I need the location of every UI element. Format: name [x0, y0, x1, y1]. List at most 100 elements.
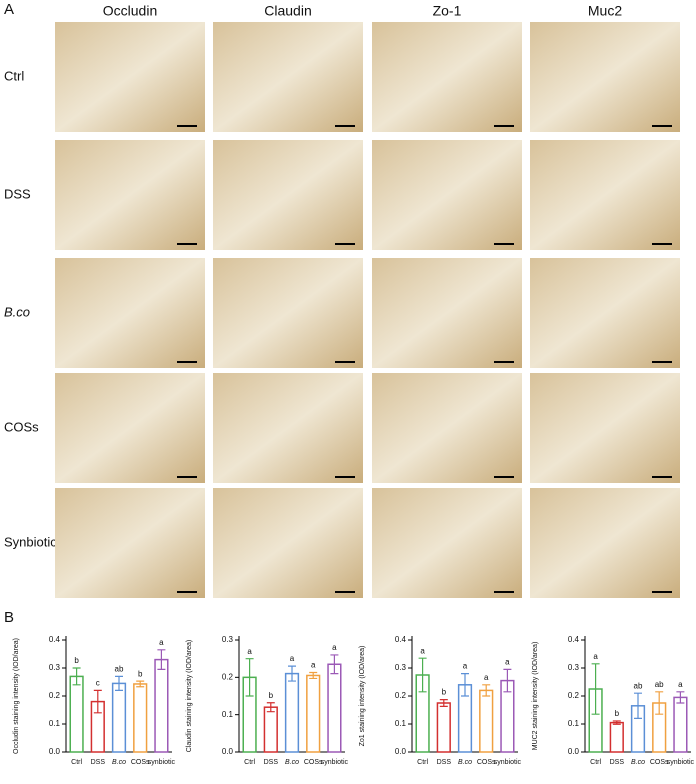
y-tick-label: 0.4: [49, 635, 61, 644]
micrograph: [530, 22, 680, 132]
x-tick-label: DSS: [91, 759, 106, 766]
y-tick-label: 0.0: [49, 747, 61, 756]
bar: [111, 682, 127, 753]
y-tick-label: 0.2: [49, 691, 61, 700]
micrograph: [372, 488, 522, 598]
error-bar: [676, 691, 685, 704]
x-tick-label: B.co: [285, 759, 299, 766]
bar: [133, 683, 148, 753]
y-tick-label: 0.1: [568, 719, 580, 728]
significance-letter: b: [615, 709, 620, 718]
significance-letter: ab: [634, 681, 643, 690]
x-tick-label: B.co: [458, 759, 472, 766]
micrograph: [530, 258, 680, 368]
x-tick-label: COSs: [650, 759, 669, 766]
y-tick-label: 0.3: [395, 663, 407, 672]
significance-letter: a: [247, 647, 252, 656]
x-tick-label: DSS: [437, 759, 452, 766]
y-tick-label: 0.0: [568, 747, 580, 756]
error-bar: [245, 658, 254, 697]
micrograph: [530, 488, 680, 598]
x-tick-label: DSS: [264, 759, 279, 766]
micrograph: [372, 140, 522, 250]
micrograph: [55, 373, 205, 483]
significance-letter: a: [159, 638, 164, 647]
y-tick-label: 0.2: [222, 672, 234, 681]
significance-letter: a: [463, 662, 468, 671]
error-bar: [634, 692, 642, 719]
bar: [479, 689, 494, 753]
error-bar: [157, 649, 166, 670]
bar: [69, 675, 84, 753]
error-bar: [482, 684, 491, 697]
significance-letter: a: [311, 661, 316, 670]
y-tick-label: 0.3: [222, 635, 234, 644]
y-axis-label: Zo1 staining intensity (IOD/area): [359, 646, 366, 747]
panel-label: B: [4, 609, 14, 626]
y-axis-label: MUC2 staining intensity (IOD/area): [532, 642, 539, 751]
error-bar: [503, 668, 512, 693]
y-tick-label: 0.1: [395, 719, 407, 728]
y-axis-label: Claudin staining intensity (IOD/area): [186, 640, 193, 752]
micrograph: [213, 140, 363, 250]
y-tick-label: 0.2: [395, 691, 407, 700]
x-tick-label: Ctrl: [417, 759, 428, 766]
significance-letter: a: [678, 680, 683, 689]
row-label: DSS: [4, 186, 31, 201]
x-tick-label: COSs: [131, 759, 150, 766]
bar: [306, 674, 321, 753]
bar: [673, 696, 688, 753]
x-tick-label: synbiotic: [321, 759, 349, 766]
y-tick-label: 0.3: [568, 663, 580, 672]
y-tick-label: 0.2: [568, 691, 580, 700]
row-label: B.co: [4, 304, 30, 319]
y-tick-label: 0.0: [395, 747, 407, 756]
y-tick-label: 0.0: [222, 747, 234, 756]
error-bar: [591, 663, 600, 715]
micrograph: [372, 373, 522, 483]
error-bar: [136, 680, 145, 688]
y-tick-label: 0.1: [222, 710, 234, 719]
micrograph: [213, 258, 363, 368]
significance-letter: ab: [655, 680, 664, 689]
significance-letter: b: [442, 688, 447, 697]
error-bar: [612, 720, 621, 725]
error-bar: [266, 702, 275, 713]
x-tick-label: DSS: [610, 759, 625, 766]
significance-letter: a: [505, 658, 510, 667]
bar: [609, 721, 624, 753]
micrograph: [372, 258, 522, 368]
significance-letter: a: [332, 643, 337, 652]
x-tick-label: B.co: [631, 759, 645, 766]
y-tick-label: 0.3: [49, 663, 61, 672]
significance-letter: ab: [115, 665, 124, 674]
column-label: Occludin: [103, 3, 157, 19]
x-tick-label: synbiotic: [494, 759, 522, 766]
significance-letter: a: [484, 673, 489, 682]
micrograph: [55, 140, 205, 250]
significance-letter: a: [420, 646, 425, 655]
bar: [263, 706, 278, 753]
micrograph: [55, 22, 205, 132]
x-tick-label: Ctrl: [71, 759, 82, 766]
bar: [327, 663, 342, 753]
error-bar: [309, 671, 318, 680]
column-label: Muc2: [588, 3, 622, 19]
significance-letter: c: [96, 679, 100, 688]
x-tick-label: synbiotic: [667, 759, 695, 766]
significance-letter: a: [593, 652, 598, 661]
error-bar: [655, 691, 664, 715]
row-label: Synbiotic: [4, 534, 57, 549]
error-bar: [93, 689, 102, 714]
x-tick-label: COSs: [304, 759, 323, 766]
significance-letter: a: [290, 654, 295, 663]
significance-letter: b: [138, 669, 143, 678]
x-tick-label: Ctrl: [590, 759, 601, 766]
error-bar: [72, 667, 81, 686]
micrograph: [213, 373, 363, 483]
x-tick-label: synbiotic: [148, 759, 176, 766]
y-tick-label: 0.1: [49, 719, 61, 728]
significance-letter: b: [74, 656, 79, 665]
row-label: Ctrl: [4, 68, 24, 83]
y-tick-label: 0.4: [568, 635, 580, 644]
